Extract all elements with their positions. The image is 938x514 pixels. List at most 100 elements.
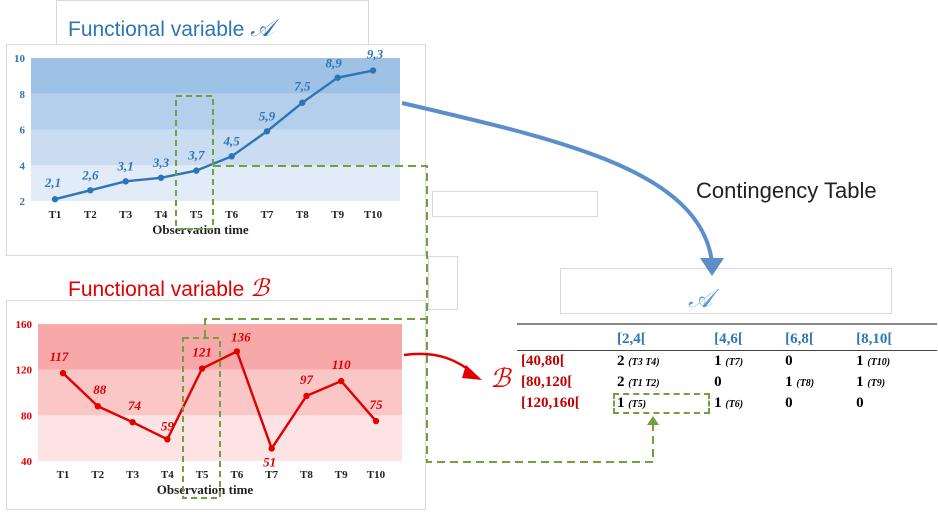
data-label: 4,5 [223,133,241,148]
data-point [303,392,310,400]
table-corner [517,329,613,351]
data-point [157,174,165,181]
cell-times: (T8) [796,378,815,389]
cell-count: 1 [714,395,726,411]
data-point [87,187,94,194]
x-tick-label: T2 [84,209,97,221]
data-label: 3,7 [187,148,205,163]
data-label: 136 [231,329,251,344]
cell-times: (T10) [867,357,891,368]
y-tick-label: 6 [20,125,26,137]
cell-count: 1 [856,374,868,390]
cell-times: (T6) [725,399,744,410]
data-label: 3,1 [117,158,134,173]
data-label: 9,3 [367,47,384,62]
x-tick-label: T9 [335,469,348,481]
overlay [175,95,724,499]
x-tick-label: T8 [296,209,309,221]
panel-a-symbol: 𝒜 [250,14,273,42]
cell-times: (T9) [867,378,886,389]
data-point [299,99,306,106]
data-label: 97 [300,372,314,387]
data-point [198,365,206,372]
table-cell: 1 (T9) [852,372,937,393]
data-point [334,74,341,81]
table-col-header: [2,4[ [617,331,646,347]
x-tick-label: T5 [190,209,203,221]
x-tick-label: T1 [49,209,62,221]
arrow-b-curve [403,352,473,374]
cell-count: 0 [785,353,793,369]
arrow-a-head [700,258,724,276]
table-cell: 2 (T3 T4) [613,351,710,373]
table-col-header: [8,10[ [856,331,893,347]
cell-times: (T5) [628,399,647,410]
data-label: 88 [93,382,107,397]
contingency-table: [2,4[ [4,6[ [6,8[ [8,10[ [40,80[ 2 (T3 T4… [517,323,937,423]
panel-a-title: Functional variable 𝒜 [68,14,273,42]
x-tick-label: T10 [364,209,383,221]
x-tick-label: T6 [230,469,243,481]
cell-times: (T1 T2) [628,378,660,389]
panel-a-title-text: Functional variable [68,18,245,41]
table-row: [120,160[1 (T5) 1 (T6) 0 0 [517,393,937,414]
y-tick-label: 160 [16,319,33,331]
cell-count: 1 [856,353,868,369]
frame-blank-3 [560,268,892,314]
series-line [62,349,377,452]
data-point [122,178,129,185]
data-point [263,128,271,135]
table-row-label: [120,160[ [521,395,580,411]
y-tick-label: 8 [20,89,26,101]
data-point [372,417,380,425]
table-header-row: [2,4[ [4,6[ [6,8[ [8,10[ [517,329,937,351]
x-tick-label: T7 [261,209,274,221]
data-point [94,403,101,410]
x-tick-label: T2 [91,469,104,481]
panel-b-title-text: Functional variable [68,278,245,301]
y-tick-label: 80 [21,410,33,422]
x-axis-label: Observation time [157,482,254,497]
contingency-col-symbol: 𝒜 [688,284,713,314]
data-point [129,418,136,426]
y-tick-label: 40 [21,456,33,468]
table-cell: 1 (T10) [852,351,937,373]
panel-b-title: Functional variable ℬ [68,274,269,302]
data-point [51,196,59,203]
x-tick-label: T8 [300,469,313,481]
x-tick-label: T10 [367,469,386,481]
x-tick-label: T3 [126,469,139,481]
data-label: 8,9 [326,56,343,71]
data-point [193,167,200,174]
x-tick-label: T1 [57,469,70,481]
data-point [369,67,377,74]
arrow-a-curve [401,101,714,263]
table-col-header: [4,6[ [714,331,743,347]
frame-a-title [56,0,369,51]
panel-b-symbol: ℬ [250,274,269,302]
cell-count: 2 [617,353,629,369]
cell-count: 2 [617,374,629,390]
highlight-box-a [175,95,214,230]
cell-times: (T3 T4) [628,357,660,368]
data-label: 51 [263,454,276,469]
table-row-label: [40,80[ [521,353,565,369]
cell-times: (T7) [725,357,744,368]
contingency-title: Contingency Table [696,178,877,203]
data-label: 2,1 [44,175,61,190]
table-cell: 2 (T1 T2) [613,372,710,393]
data-label: 2,6 [81,167,99,182]
cell-count: 1 [785,374,797,390]
data-label: 59 [161,418,175,433]
table-cell: 1 (T5) [613,393,711,414]
table-top-rule [517,323,937,325]
cell-count: 1 [617,395,629,411]
data-label: 110 [332,357,351,372]
table-row: [80,120[2 (T1 T2) 0 1 (T8) 1 (T9) [517,372,937,393]
connector-a [213,165,654,463]
data-label: 75 [370,397,384,412]
data-label: 117 [50,349,69,364]
x-tick-label: T4 [155,209,168,221]
table-cell: 1 (T7) [710,351,781,373]
frame-blank-2 [428,256,458,310]
